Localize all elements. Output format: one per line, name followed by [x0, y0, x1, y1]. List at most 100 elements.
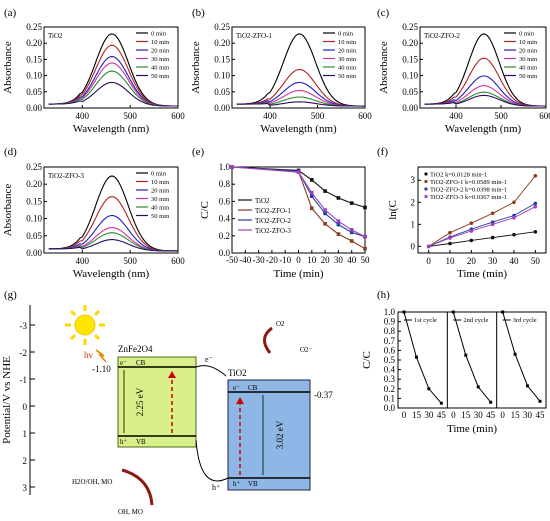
data-point	[476, 385, 480, 389]
h2o-reaction-arrow	[121, 468, 154, 506]
y-tick-label: 0.6	[219, 196, 231, 206]
potential-tick-label: -3	[20, 321, 28, 331]
y-tick-label: 0.00	[214, 103, 230, 113]
x-tick-label: 30	[334, 255, 344, 265]
series-line	[236, 101, 365, 107]
legend-label: TiO2-ZFO-2 k=0.0398 min-1	[430, 186, 507, 193]
fit-line	[428, 206, 536, 247]
chart-title: TiO2	[48, 32, 63, 40]
legend-label: 2nd cycle	[463, 317, 488, 324]
legend-label: 30 min	[151, 56, 170, 63]
fit-line	[428, 203, 536, 247]
legend-label: 0 min	[338, 31, 354, 38]
x-tick-label: -20	[266, 255, 278, 265]
y-tick-label: 0	[411, 241, 416, 251]
data-point	[336, 222, 341, 227]
potential-axis-label: Potential/V vs NHE	[1, 356, 13, 444]
data-point	[310, 178, 314, 182]
data-point	[469, 221, 474, 226]
zfo-title: ZnFe2O4	[118, 344, 153, 354]
y-tick-label: 0.7	[384, 336, 396, 346]
x-tick-label: 0	[296, 255, 301, 265]
y-tick-label: 0.20	[26, 38, 42, 48]
data-point	[490, 222, 495, 227]
x-tick-label: 50	[361, 255, 371, 265]
legend-label: TiO2 k=0.0128 min-1	[430, 171, 487, 178]
x-tick-label: 600	[539, 111, 550, 121]
data-point	[490, 211, 495, 216]
legend-label: 20 min	[338, 48, 357, 55]
series-line	[403, 311, 442, 404]
y-axis-label: ln(C	[387, 200, 399, 220]
legend-label: TiO2-ZFO-1 k=0.0589 min-1	[430, 179, 507, 186]
y-tick-label: 0.9	[384, 317, 396, 327]
panel-label-a: (a)	[4, 7, 17, 19]
data-point	[296, 170, 301, 174]
y-tick-label: 0.00	[26, 248, 42, 258]
y-tick-label: 0.00	[402, 103, 418, 113]
panel-label-b: (b)	[192, 7, 205, 19]
electron-transfer-arrow	[195, 365, 227, 377]
y-tick-label: 0.1	[384, 393, 395, 403]
legend-label: TiO2-ZFO-2	[255, 217, 291, 225]
data-point	[323, 211, 327, 216]
y-tick-label: 0.05	[26, 231, 42, 241]
potential-tick-label: -1	[20, 375, 28, 385]
data-point	[402, 310, 406, 314]
legend-swatch	[424, 194, 428, 199]
y-tick-label: 0.0	[219, 248, 231, 258]
x-tick-label: 10	[307, 255, 317, 265]
x-axis-label: Wavelength (nm)	[73, 268, 150, 280]
y-tick-label: 0.0	[384, 403, 396, 413]
x-tick-label: 45	[536, 410, 546, 420]
y-tick-label: 1	[411, 219, 416, 229]
data-point	[439, 401, 443, 405]
data-point	[464, 353, 468, 357]
x-tick-label: 0	[426, 256, 431, 266]
y-tick-label: 0.05	[214, 87, 230, 97]
y-tick-label: 0.8	[219, 179, 231, 189]
data-point	[336, 196, 341, 200]
absorbance-chart-c: 0.00 0.05 0.10 0.15 0.20 0.25 400 500 600 Wavelen…	[378, 22, 550, 135]
x-tick-label: 500	[311, 111, 325, 121]
x-tick-label: -10	[279, 255, 291, 265]
y-tick-label: 0.6	[384, 345, 396, 355]
x-tick-label: 0	[451, 410, 456, 420]
y-tick-label: 2	[411, 197, 416, 207]
y-tick-label: 0.15	[26, 196, 42, 206]
o2-label: O2	[276, 320, 285, 328]
y-tick-label: 0.20	[214, 38, 230, 48]
data-point	[323, 221, 327, 226]
legend-swatch	[424, 187, 428, 191]
data-point	[427, 387, 431, 391]
legend-label: 0 min	[519, 31, 535, 38]
legend-label: TiO2	[255, 197, 270, 205]
o2-radical-label: O2⁻	[300, 346, 313, 354]
h2o-label: H2O/OH, MO	[72, 478, 112, 486]
transfer-e-label: e⁻	[205, 355, 213, 364]
legend-label: 10 min	[151, 179, 170, 186]
fit-line	[428, 175, 536, 247]
transfer-h-label: h⁺	[212, 483, 220, 492]
data-point	[230, 165, 234, 169]
data-point	[414, 355, 418, 359]
x-tick-label: 400	[449, 111, 463, 121]
panel-label-f: (f)	[377, 146, 388, 158]
data-point	[526, 384, 530, 388]
x-tick-label: 500	[123, 256, 137, 266]
series-line	[48, 81, 178, 107]
x-tick-label: 600	[171, 256, 185, 266]
x-tick-label: 500	[123, 111, 137, 121]
y-tick-label: 0.2	[384, 384, 395, 394]
y-tick-label: 0.05	[26, 87, 42, 97]
data-point	[363, 246, 367, 251]
x-tick-label: 20	[467, 256, 477, 266]
data-point	[363, 205, 367, 210]
panel-label-e: (e)	[192, 146, 205, 158]
data-point	[323, 189, 327, 193]
zfo-gap-label: 2.25 eV	[135, 387, 145, 416]
x-tick-label: 45	[437, 410, 447, 420]
data-point	[323, 208, 327, 212]
tio2-vb-label: VB	[248, 480, 258, 488]
